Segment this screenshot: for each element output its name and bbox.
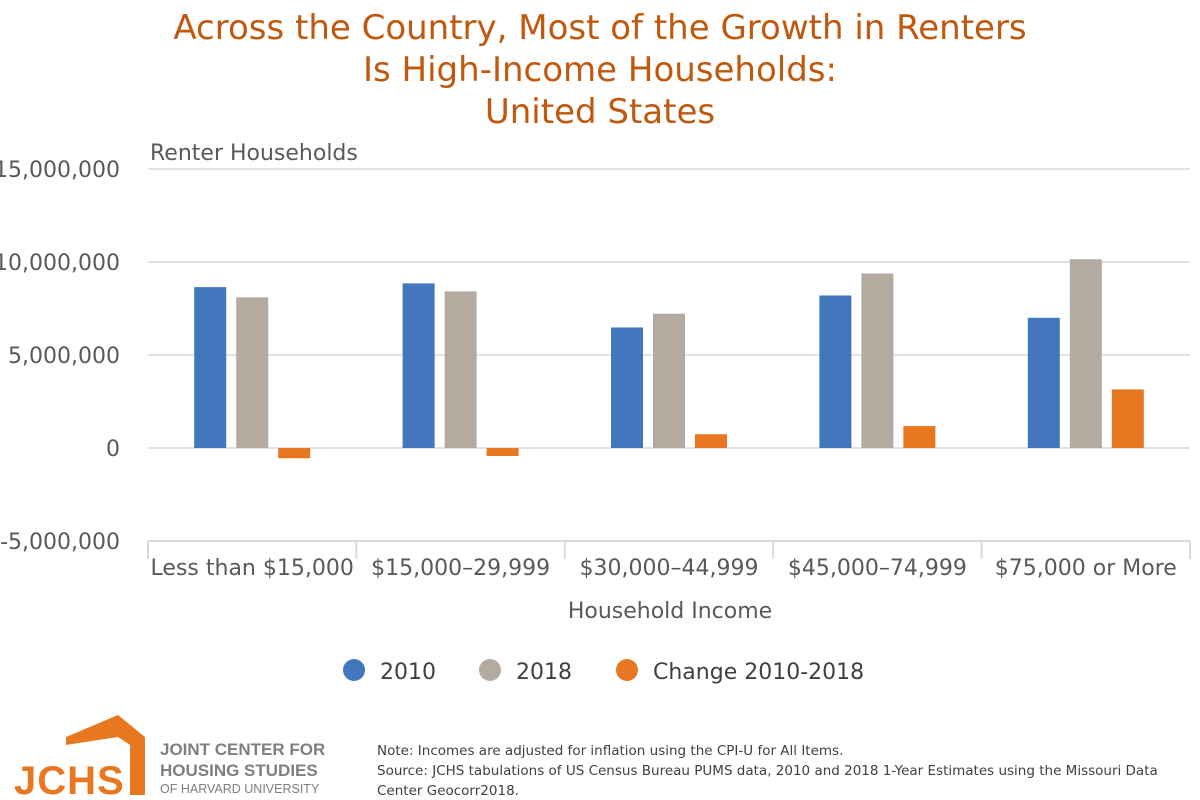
bar-2018-1 xyxy=(444,291,477,448)
bar-2018-3 xyxy=(861,273,894,448)
bar-2010-3 xyxy=(819,295,852,448)
legend-label: 2010 xyxy=(380,660,436,685)
y-tick-label: 15,000,000 xyxy=(0,158,120,183)
bar-2010-4 xyxy=(1027,317,1060,448)
bar-change-2010-2018-4 xyxy=(1111,389,1144,448)
x-tick-label: Less than $15,000 xyxy=(151,556,354,581)
logo-letters: JCHS xyxy=(14,759,125,800)
x-tick-label: $30,000–44,999 xyxy=(580,556,759,581)
legend-label: 2018 xyxy=(516,660,572,685)
bar-2010-1 xyxy=(402,283,435,448)
logo-line-1: JOINT CENTER FOR xyxy=(160,740,325,759)
bar-2018-2 xyxy=(653,313,685,448)
chart-title-line-2: Is High-Income Households: xyxy=(363,50,837,90)
chart-title-line-1: Across the Country, Most of the Growth i… xyxy=(173,8,1026,48)
logo-line-3: OF HARVARD UNIVERSITY xyxy=(160,782,320,796)
bar-change-2010-2018-0 xyxy=(278,448,311,459)
x-axis xyxy=(147,540,1191,559)
y-tick-label: 5,000,000 xyxy=(8,344,120,369)
logo-line-2: HOUSING STUDIES xyxy=(160,761,318,780)
y-tick-label: 0 xyxy=(106,437,120,462)
legend-marker xyxy=(479,659,501,681)
bar-2010-2 xyxy=(611,327,643,448)
y-axis-label: Renter Households xyxy=(150,141,358,166)
footer-note: Note: Incomes are adjusted for inflation… xyxy=(377,743,843,759)
bar-change-2010-2018-2 xyxy=(695,434,727,448)
bar-change-2010-2018-1 xyxy=(486,448,519,456)
legend-marker xyxy=(343,659,365,681)
x-axis-label: Household Income xyxy=(568,599,772,624)
y-tick-label: 10,000,000 xyxy=(0,251,120,276)
house-icon xyxy=(66,715,145,795)
x-tick-label: $45,000–74,999 xyxy=(788,556,967,581)
footer-source-line-2: Center Geocorr2018. xyxy=(377,783,519,799)
legend-marker xyxy=(616,659,638,681)
bar-2018-0 xyxy=(236,297,269,448)
legend: 2010 2018 Change 2010-2018 xyxy=(343,659,864,685)
chart-title-line-3: United States xyxy=(485,92,715,132)
footer-source-line-1: Source: JCHS tabulations of US Census Bu… xyxy=(377,763,1158,779)
x-tick-label: $75,000 or More xyxy=(995,556,1177,581)
bar-2010-0 xyxy=(194,287,227,448)
legend-label: Change 2010-2018 xyxy=(653,660,864,685)
y-tick-labels: 15,000,000 10,000,000 5,000,000 0 -5,000,000 xyxy=(0,158,120,555)
bar-2018-4 xyxy=(1069,259,1102,448)
bar-change-2010-2018-3 xyxy=(903,426,936,448)
bars xyxy=(194,259,1144,459)
x-tick-label: $15,000–29,999 xyxy=(371,556,550,581)
x-tick-labels: Less than $15,000 $15,000–29,999 $30,000–4… xyxy=(151,556,1177,581)
jchs-logo: JCHS JOINT CENTER FOR HOUSING STUDIES OF… xyxy=(14,715,325,800)
y-tick-label: -5,000,000 xyxy=(0,530,120,555)
